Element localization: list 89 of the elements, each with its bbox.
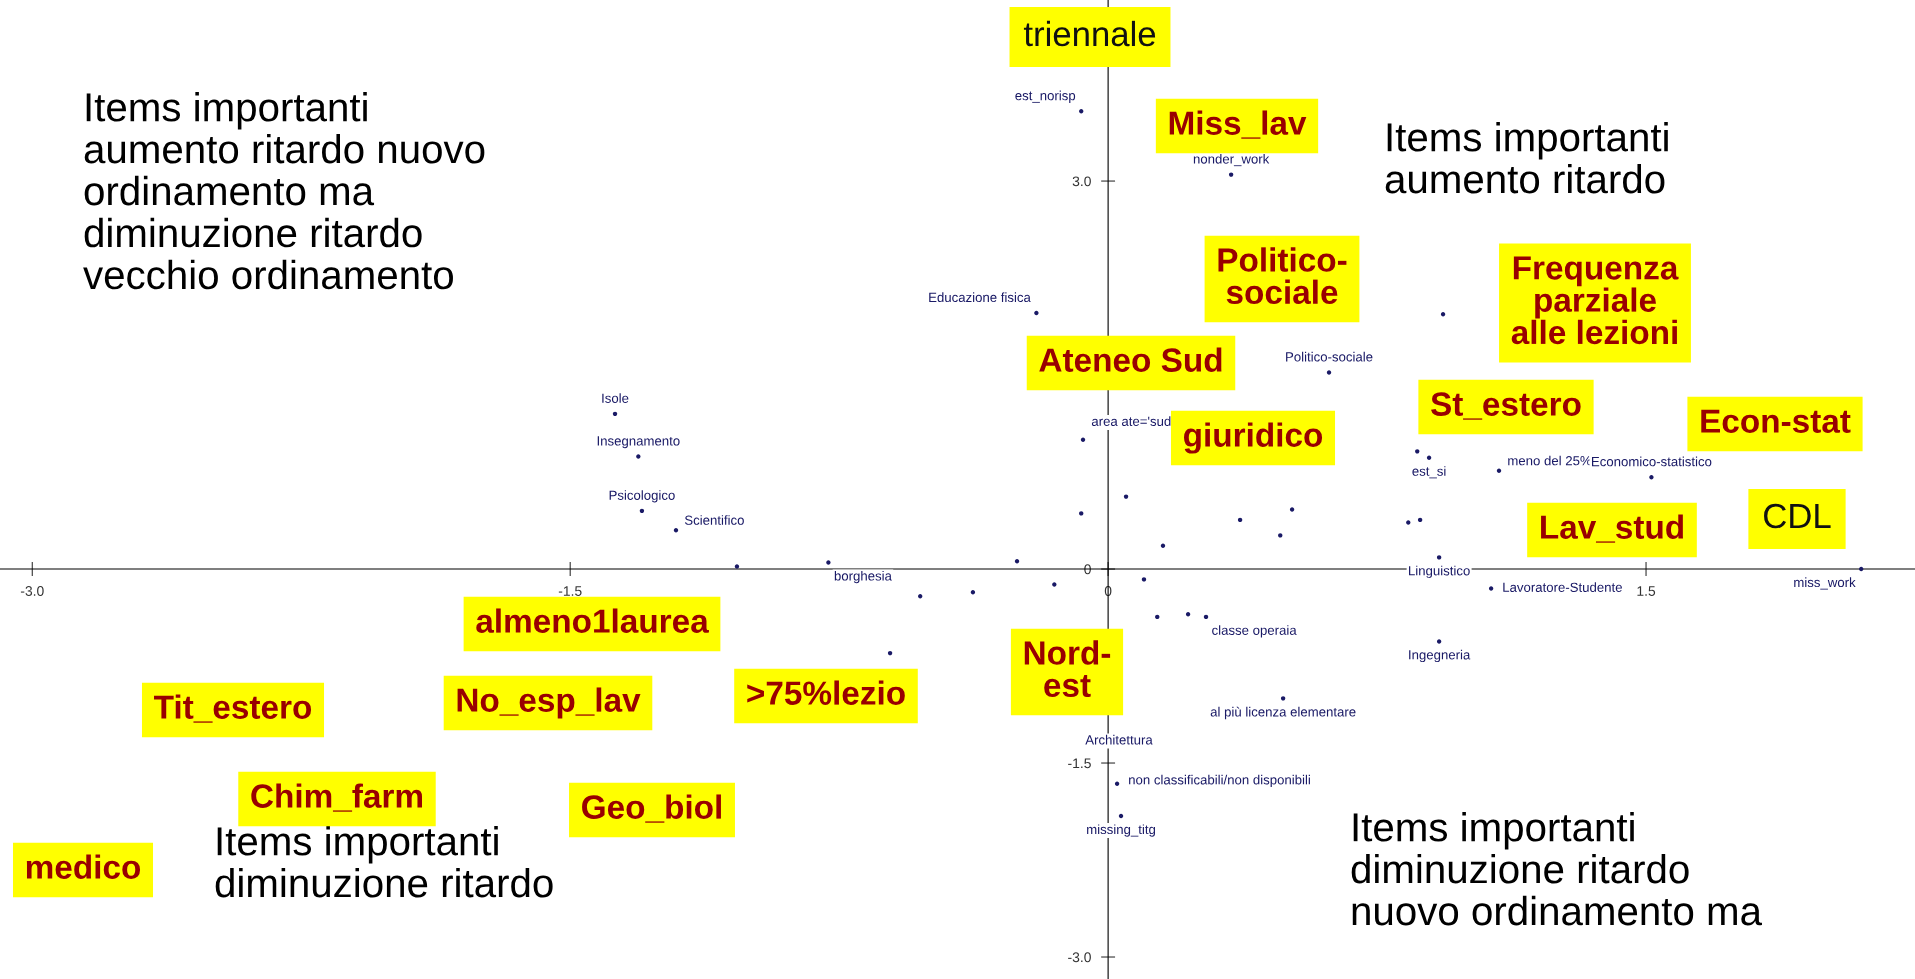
- point: [1278, 533, 1283, 538]
- annotation: Ateneo Sud: [1039, 347, 1222, 372]
- point: [1034, 310, 1039, 316]
- annotation: borghesia: [834, 570, 892, 584]
- point: [612, 411, 618, 417]
- annotation: classe operaia: [1212, 625, 1297, 638]
- annotation: Ingegneria: [1409, 649, 1471, 663]
- point: [1155, 614, 1160, 620]
- annotation: CDL: [1764, 503, 1831, 529]
- point: [1280, 696, 1286, 701]
- annotation: Lav_stud: [1541, 514, 1683, 543]
- x-tick-label: 1.5: [1637, 586, 1656, 596]
- point: [1406, 520, 1411, 525]
- annotation: missing_titg: [1087, 824, 1156, 837]
- annotation: est_si: [1412, 466, 1446, 479]
- point: [1289, 507, 1295, 512]
- annotation: triennale: [1023, 20, 1156, 47]
- annotation: Scientifico: [684, 515, 744, 525]
- point: [1415, 449, 1420, 454]
- annotation: Linguistico: [1409, 565, 1470, 579]
- annotation: No_esp_lav: [457, 687, 641, 719]
- point: [1079, 109, 1084, 114]
- point: [1859, 566, 1864, 572]
- annotation: Insegnamento: [597, 436, 680, 449]
- point: [918, 594, 923, 599]
- annotation: Chim_farm: [251, 783, 422, 812]
- y-tick-label: 3.0: [1072, 176, 1091, 187]
- annotation: Politico- sociale: [1218, 247, 1347, 305]
- point: [1436, 639, 1442, 644]
- annotation: Lavoratore-Studente: [1503, 582, 1622, 592]
- y-tick-label: -3.0: [1068, 952, 1091, 963]
- point: [1141, 577, 1147, 582]
- annotation: Miss_lav: [1169, 110, 1307, 139]
- annotation: Politico-sociale: [1286, 351, 1373, 362]
- point: [970, 590, 976, 595]
- point: [1496, 468, 1502, 473]
- point: [1014, 559, 1020, 564]
- annotation: Geo_biol: [582, 794, 721, 823]
- point: [639, 508, 645, 514]
- annotation: medico: [26, 854, 141, 879]
- point: [1118, 813, 1124, 819]
- point: [826, 560, 831, 565]
- point: [1079, 511, 1084, 516]
- point: [1228, 172, 1234, 177]
- x-tick-label: -3.0: [20, 586, 44, 596]
- point: [1052, 582, 1057, 587]
- point: [1185, 612, 1191, 617]
- point: [1488, 586, 1494, 591]
- annotation: Items importanti diminuzione ritardo nuovo ordinamento ma: [1351, 812, 1762, 926]
- point: [636, 454, 641, 459]
- annotation: Items importanti diminuzione ritardo: [215, 826, 553, 898]
- annotation: >75%lezio: [747, 680, 905, 705]
- annotation: giuridico: [1184, 422, 1323, 454]
- annotation: Educazione fisica: [929, 292, 1031, 303]
- point: [1436, 555, 1442, 560]
- annotation: area ate='sud': [1091, 416, 1174, 426]
- annotation: Items importanti aumento ritardo nuovo ordinamento ma diminuzione ritardo vecchio ordinamento: [83, 92, 485, 290]
- annotation: almeno1laurea: [476, 608, 709, 633]
- point: [673, 528, 679, 533]
- annotation: Nord- est: [1024, 640, 1111, 698]
- point: [1080, 437, 1086, 442]
- annotation: non classificabili/non disponibili: [1129, 774, 1310, 788]
- annotation: Econ-stat: [1701, 409, 1851, 433]
- point: [1160, 543, 1166, 548]
- point: [1649, 475, 1654, 480]
- annotation: Items importanti aumento ritardo: [1385, 122, 1668, 194]
- annotation: Frequenza parziale alle lezioni: [1511, 256, 1679, 345]
- point: [1426, 455, 1432, 461]
- annotation: miss_work: [1794, 577, 1856, 590]
- point: [1326, 370, 1332, 375]
- point: [1203, 614, 1209, 620]
- point: [887, 650, 893, 656]
- annotation: est_norisp: [1015, 90, 1076, 103]
- point: [1417, 517, 1423, 523]
- point: [1114, 781, 1120, 786]
- point: [1123, 494, 1129, 499]
- annotation: Tit_estero: [154, 694, 312, 723]
- point: [1440, 312, 1446, 317]
- point: [734, 564, 740, 569]
- y-tick-label: -1.5: [1068, 758, 1091, 769]
- annotation: Economico-statistico: [1592, 456, 1712, 467]
- annotation: al più licenza elementare: [1210, 706, 1356, 720]
- annotation: Isole: [602, 393, 629, 403]
- annotation: Architettura: [1085, 734, 1153, 745]
- annotation: nonder_work: [1193, 153, 1270, 167]
- point: [1237, 517, 1243, 523]
- annotation: Psicologico: [609, 490, 675, 503]
- annotation: St_estero: [1431, 392, 1581, 420]
- x-tick-label: -1.5: [558, 586, 582, 596]
